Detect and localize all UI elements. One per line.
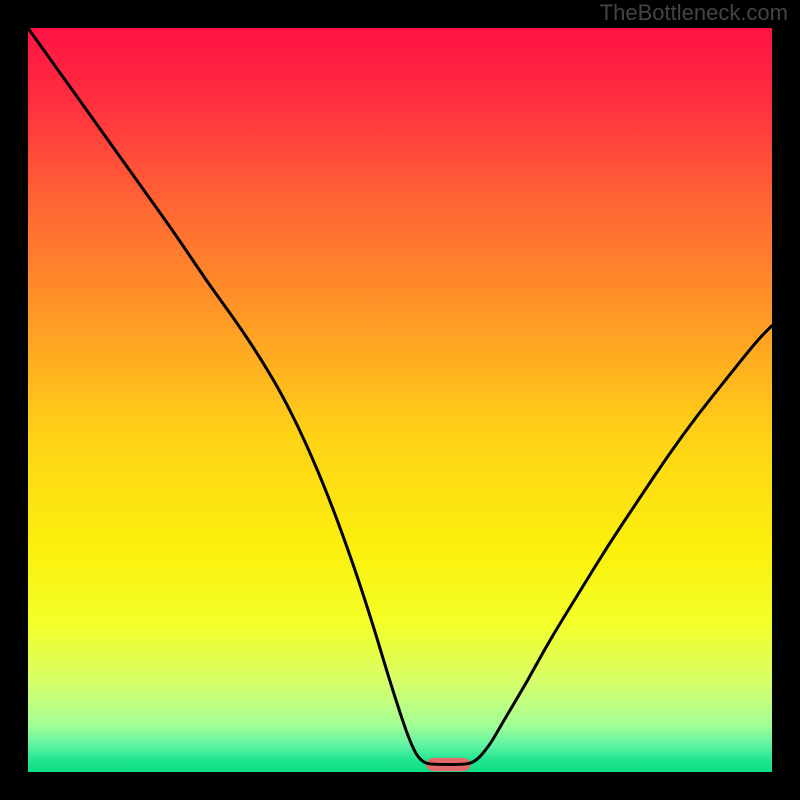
stage: TheBottleneck.com xyxy=(0,0,800,800)
plot-area xyxy=(28,28,772,772)
watermark-text: TheBottleneck.com xyxy=(600,0,788,26)
chart-svg xyxy=(28,28,772,772)
chart-background xyxy=(28,28,772,772)
